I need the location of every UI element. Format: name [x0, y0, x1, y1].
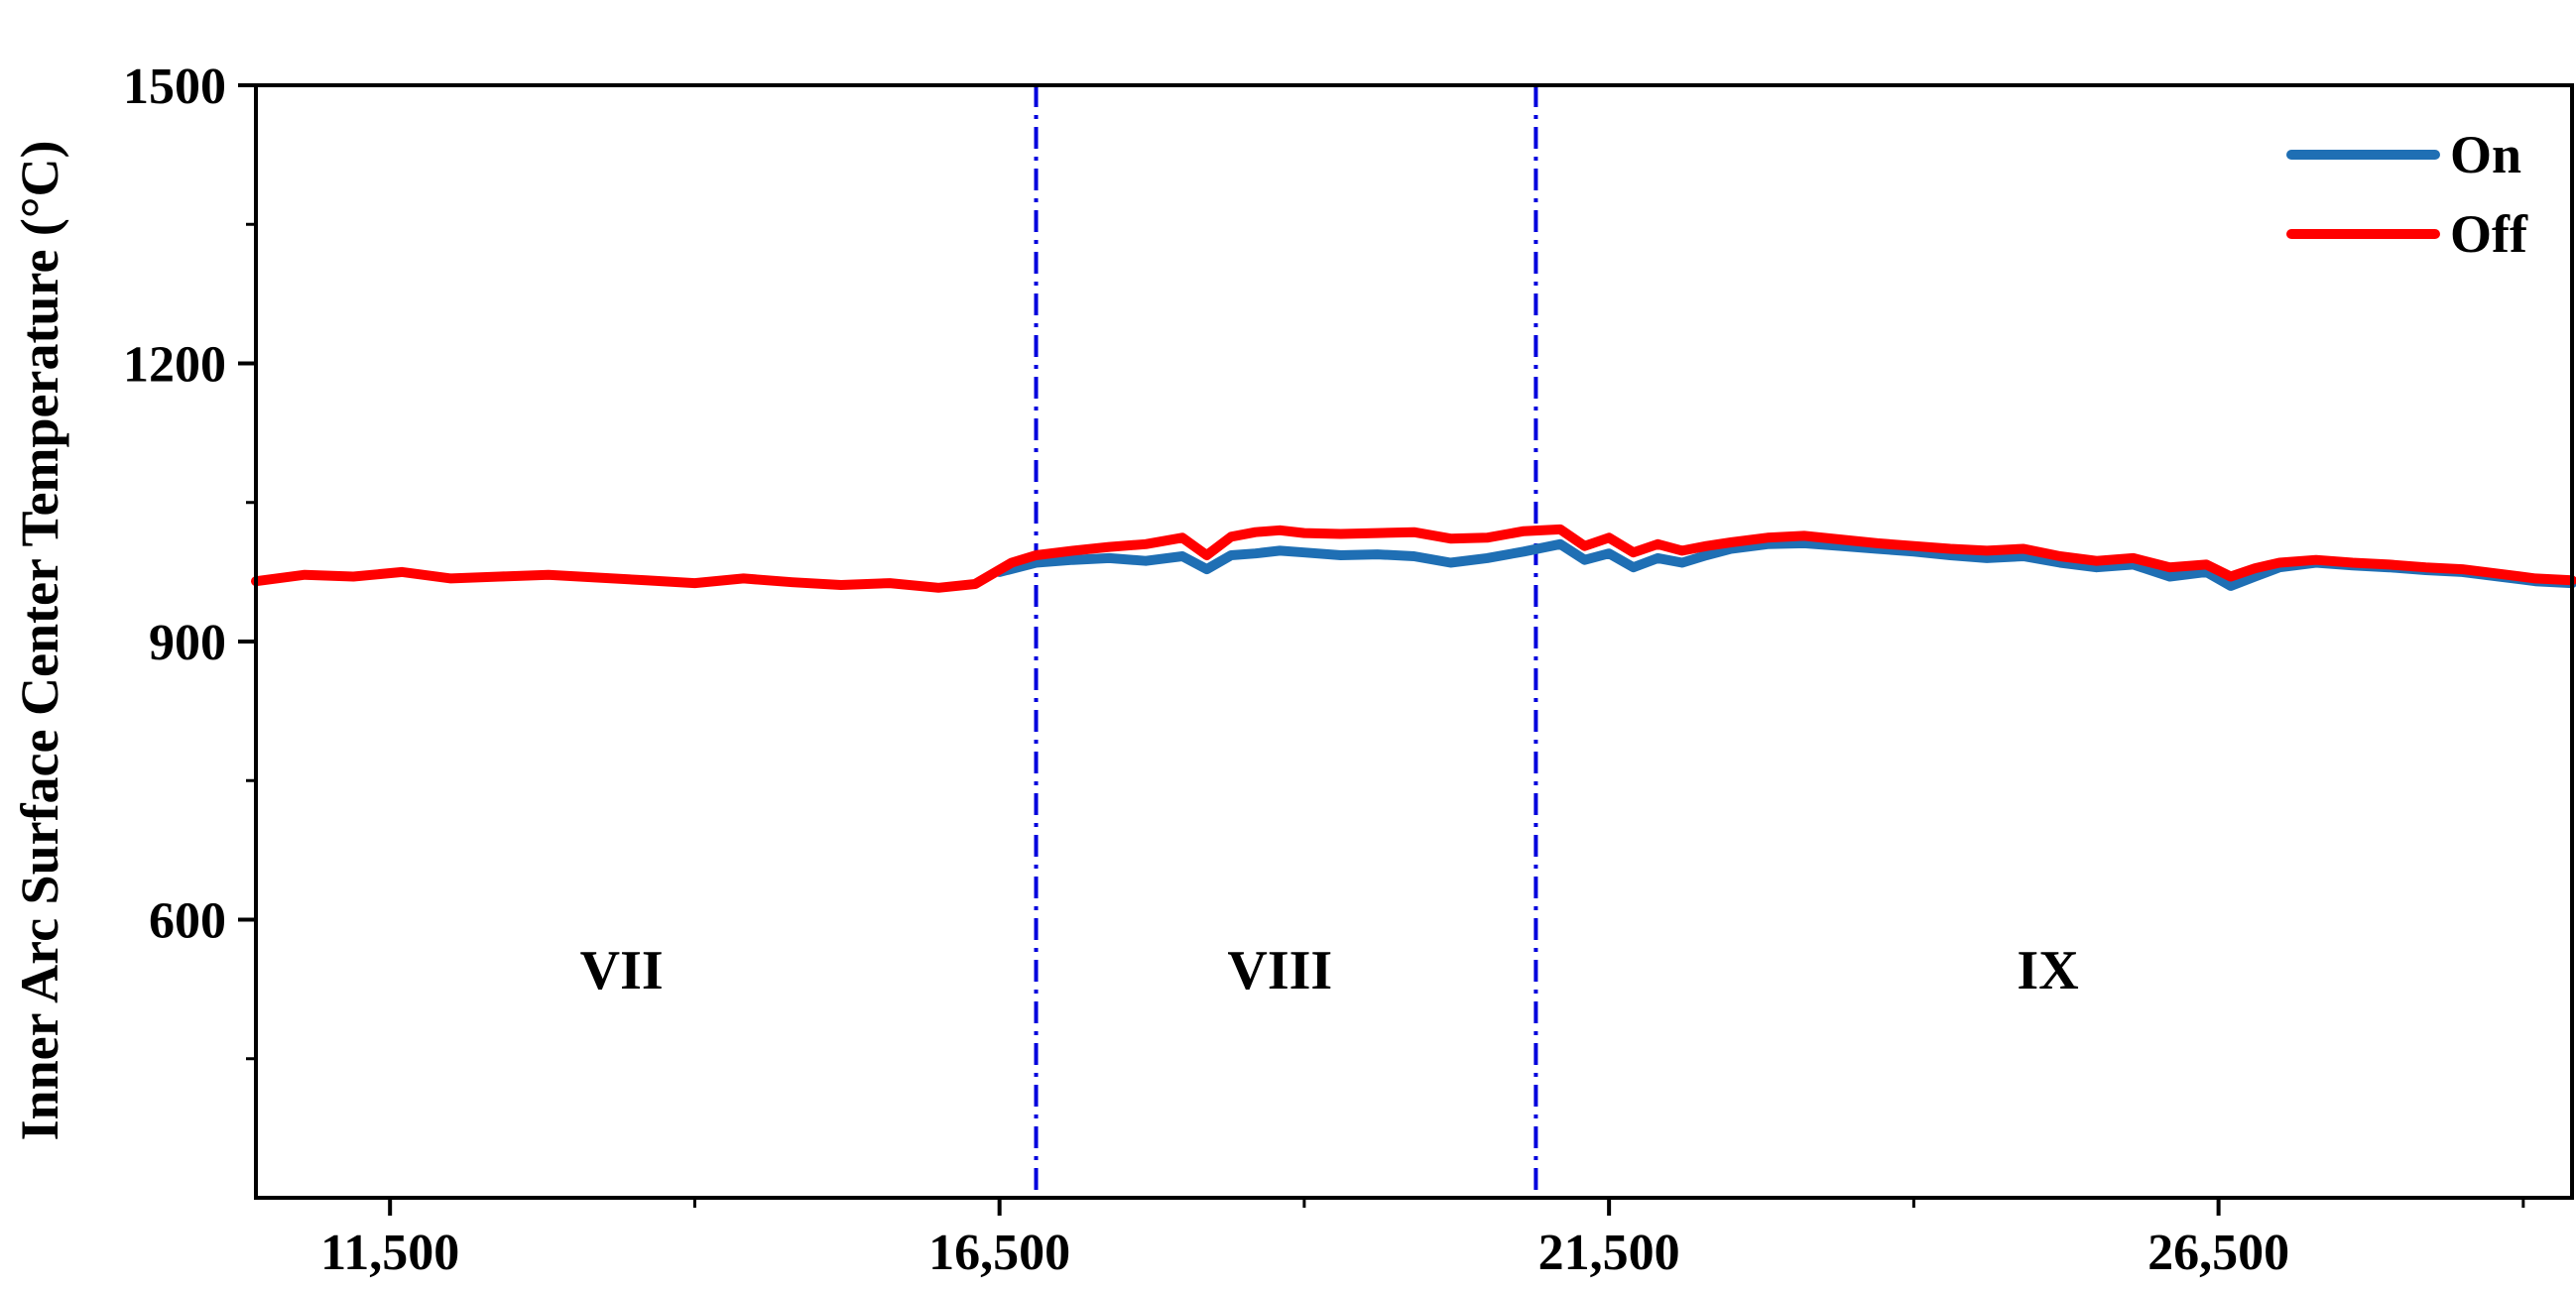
- region-label: VII: [580, 940, 664, 1001]
- region-label: IX: [2017, 940, 2078, 1001]
- x-tick-label: 21,500: [1538, 1225, 1680, 1281]
- legend: On Off: [2286, 125, 2528, 264]
- y-tick-label: 1500: [123, 59, 226, 115]
- legend-label: Off: [2450, 204, 2528, 264]
- y-tick-label: 600: [149, 893, 226, 950]
- y-tick-label: 1200: [123, 337, 226, 394]
- region-boundaries: [1034, 85, 1538, 1198]
- plot-frame: [254, 83, 2574, 1200]
- region-labels: VII VIII IX: [580, 940, 2079, 1001]
- x-tick-label: 16,500: [928, 1225, 1070, 1281]
- series-line-off: [251, 524, 2576, 593]
- x-tick-label: 11,500: [320, 1225, 459, 1281]
- axes: 11,500 16,500 21,500 26,500 600 900 1200 1500: [123, 59, 2525, 1281]
- x-tick-label: 26,500: [2147, 1225, 2289, 1281]
- series-layer: [251, 524, 2576, 593]
- region-label: VIII: [1227, 940, 1332, 1001]
- legend-label: On: [2450, 125, 2521, 184]
- y-tick-label: 900: [149, 615, 226, 671]
- y-axis-title: Inner Arc Surface Center Temperature (°C…: [10, 141, 69, 1141]
